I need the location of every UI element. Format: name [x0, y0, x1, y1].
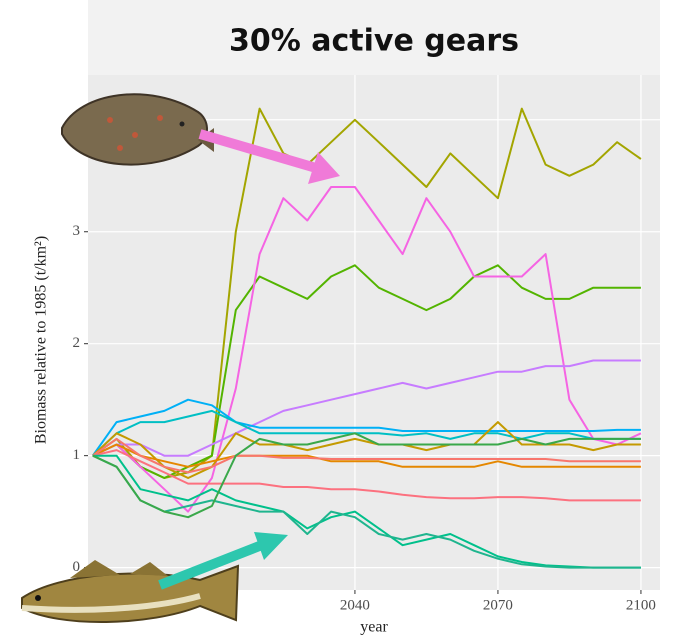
y-tick-label: 3 [73, 223, 81, 239]
series-line [92, 107, 642, 479]
series-line [92, 443, 641, 468]
series-line [92, 409, 641, 457]
series-line [91, 398, 641, 457]
y-axis-label: Biomass relative to 1985 (t/km²) [33, 236, 50, 444]
plot-layer: 01234204020702100 [73, 75, 660, 613]
series-line [92, 454, 641, 569]
y-tick-label: 0 [73, 559, 81, 575]
x-tick-label: 2070 [483, 597, 513, 613]
series-line [92, 432, 641, 519]
series-line [92, 359, 641, 457]
plot-panel [88, 75, 660, 590]
x-axis-label: year [360, 619, 388, 636]
series-line [92, 264, 641, 479]
x-tick-label: 2040 [340, 597, 370, 613]
chart-title: 30% active gears [229, 24, 519, 59]
x-tick-label: 2100 [626, 597, 656, 613]
y-tick-label: 1 [73, 447, 81, 463]
series-line [92, 449, 641, 502]
flounder-arrow [198, 129, 340, 184]
series-line [92, 437, 641, 474]
series-line [92, 454, 641, 569]
cod-arrow [158, 532, 288, 590]
y-tick-label: 2 [73, 335, 81, 351]
title-band [88, 0, 660, 75]
